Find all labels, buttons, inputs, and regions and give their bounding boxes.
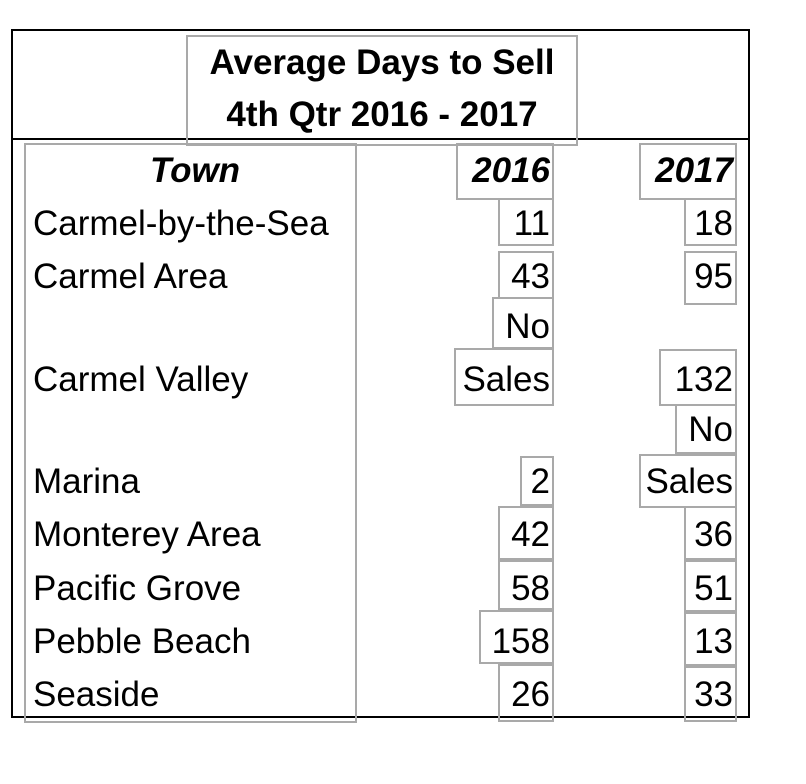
cell-box <box>684 560 737 612</box>
value-2017: 51 <box>694 569 733 608</box>
value-2016: 43 <box>511 257 550 296</box>
town-column-box <box>24 143 357 723</box>
cell-box <box>520 456 554 506</box>
value-2017: 13 <box>694 622 733 661</box>
town-name: Pebble Beach <box>33 622 251 661</box>
cell-box <box>684 666 737 722</box>
column-header-2017: 2017 <box>655 151 733 190</box>
cell-box <box>684 506 737 560</box>
cell-box <box>684 612 737 666</box>
value-2017: 95 <box>694 257 733 296</box>
cell-box <box>684 198 737 246</box>
cell-box <box>498 198 554 246</box>
value-2016: 11 <box>513 204 550 243</box>
cell-box <box>498 664 554 722</box>
town-name: Carmel Area <box>33 257 228 296</box>
value-2016: 2 <box>530 462 550 501</box>
cell-box <box>454 348 554 406</box>
page-title: Average Days to Sell <box>209 43 555 82</box>
value-2017: 132 <box>674 360 733 399</box>
value-2017: 18 <box>694 204 733 243</box>
value-2016: 58 <box>511 569 550 608</box>
page-subtitle: 4th Qtr 2016 - 2017 <box>226 95 538 134</box>
cell-box <box>498 506 554 560</box>
town-name: Carmel-by-the-Sea <box>33 204 329 243</box>
value-2017: 33 <box>694 675 733 714</box>
town-name: Marina <box>33 462 140 501</box>
town-name: Carmel Valley <box>33 360 249 399</box>
value-2016: 158 <box>491 622 550 661</box>
cell-box <box>684 251 737 305</box>
town-name: Seaside <box>33 675 160 714</box>
value-2016-sales-word: Sales <box>462 360 550 399</box>
value-2017-sales-word: Sales <box>645 462 733 501</box>
title-box <box>186 35 578 146</box>
value-2016: 42 <box>511 515 550 554</box>
column-header-2016: 2016 <box>472 151 550 190</box>
column-header-town: Town <box>150 151 241 190</box>
cell-box <box>479 610 554 664</box>
value-2016-no-word: No <box>505 307 550 346</box>
town-name: Monterey Area <box>33 515 261 554</box>
value-2017-no-word: No <box>688 410 733 449</box>
table-frame <box>11 29 750 718</box>
value-2016: 26 <box>511 675 550 714</box>
cell-box <box>675 404 737 454</box>
title-divider <box>11 138 750 140</box>
value-2017: 36 <box>694 515 733 554</box>
cell-box <box>498 560 554 610</box>
town-name: Pacific Grove <box>33 569 242 608</box>
